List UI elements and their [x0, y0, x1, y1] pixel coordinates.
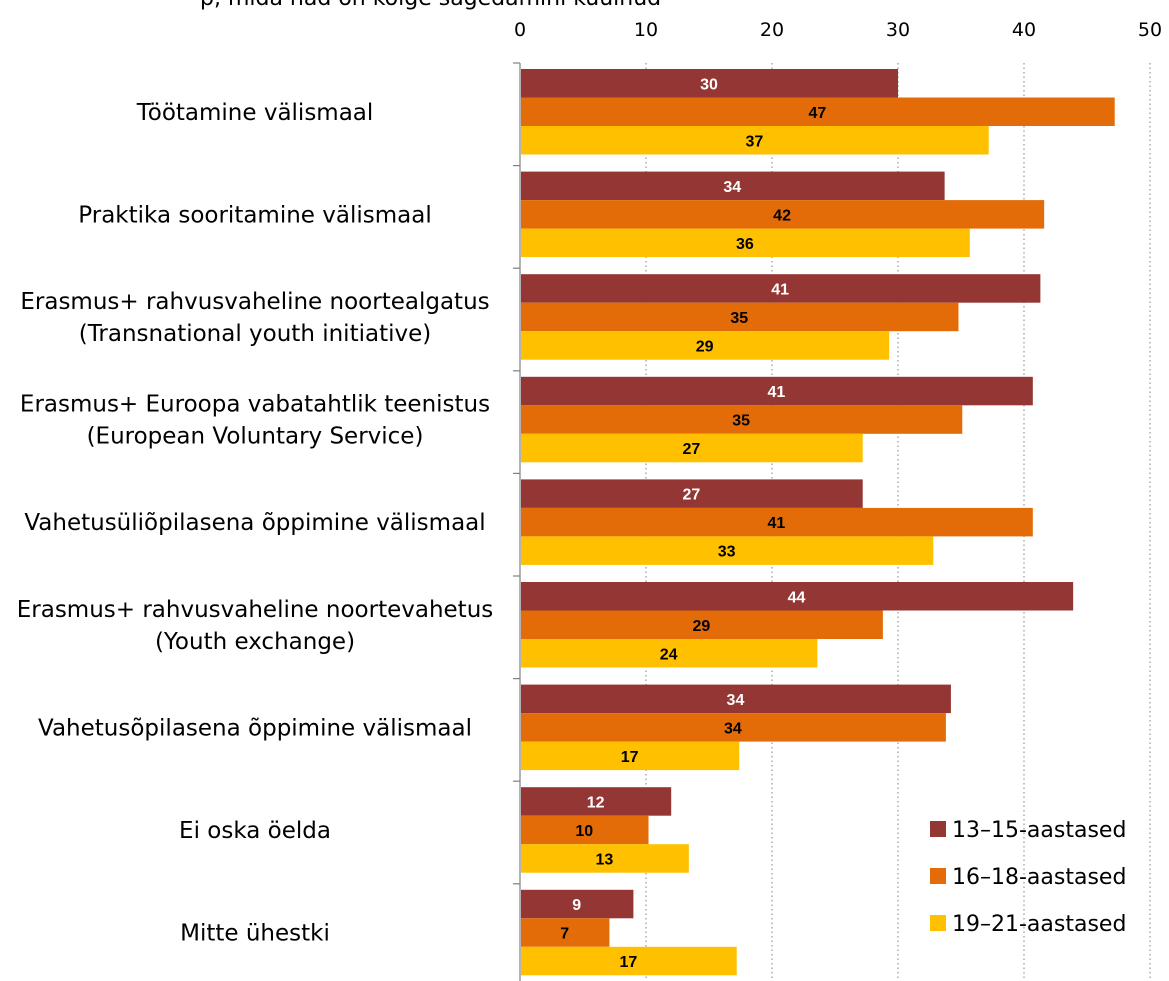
- data-label: 30: [700, 76, 718, 93]
- legend-label: 19–21-aastased: [952, 912, 1126, 937]
- x-tick-label: 30: [886, 19, 910, 41]
- bar: [521, 610, 883, 639]
- bar: [521, 639, 818, 668]
- data-label: 34: [724, 720, 742, 737]
- bar: [521, 889, 634, 919]
- x-tick-label: 20: [760, 19, 784, 41]
- category-label: (European Voluntary Service): [87, 424, 424, 450]
- bar: [521, 918, 610, 947]
- legend-label: 16–18-aastased: [952, 865, 1126, 890]
- bars: [521, 69, 1115, 976]
- data-label: 41: [768, 384, 786, 401]
- bar: [521, 331, 890, 360]
- bar: [521, 302, 959, 332]
- category-label: Erasmus+ Euroopa vabatahtlik teenistus: [20, 392, 490, 418]
- category-label: (Transnational youth initiative): [79, 321, 431, 347]
- bar: [521, 536, 934, 565]
- legend: 13–15-aastased 16–18-aastased 19–21-aastas…: [930, 818, 1126, 937]
- bar: [521, 69, 898, 98]
- bar: [521, 507, 1033, 537]
- data-label: 37: [745, 133, 763, 150]
- legend-swatch: [930, 821, 946, 837]
- data-label: 7: [560, 926, 569, 943]
- category-labels: Töötamine välismaal Praktika sooritamine …: [17, 100, 494, 947]
- bar: [521, 946, 737, 976]
- data-label: 41: [768, 515, 786, 532]
- category-label: Vahetusüliõpilasena õppimine välismaal: [24, 510, 485, 536]
- bar: [521, 741, 740, 771]
- category-label: Ei oska öelda: [179, 818, 331, 844]
- data-label: 24: [660, 646, 678, 663]
- category-label: Töötamine välismaal: [136, 100, 374, 126]
- legend-swatch: [930, 915, 946, 931]
- data-label: 9: [572, 897, 581, 914]
- data-label: 29: [693, 618, 711, 635]
- category-label: Vahetusõpilasena õppimine välismaal: [38, 715, 472, 741]
- data-label: 17: [619, 954, 637, 971]
- data-label: 41: [771, 281, 789, 298]
- data-label: 44: [788, 589, 806, 606]
- data-label: 34: [727, 692, 745, 709]
- data-label: 35: [730, 310, 748, 327]
- data-label: 29: [696, 338, 714, 355]
- bar: [521, 433, 863, 463]
- x-tick-label: 40: [1012, 19, 1036, 41]
- data-label: 35: [732, 413, 750, 430]
- bar: [521, 815, 649, 845]
- data-label: 47: [808, 105, 826, 122]
- data-label: 27: [682, 487, 700, 504]
- bar: [521, 684, 951, 714]
- bar: [521, 405, 963, 434]
- data-label: 42: [773, 207, 791, 224]
- data-label: 17: [621, 749, 639, 766]
- data-label: 36: [736, 236, 754, 253]
- bar: [521, 479, 863, 508]
- category-label: Erasmus+ rahvusvaheline noortealgatus: [20, 289, 489, 315]
- header-fragment: p, mida nad on kõige sagedamini kuulnud: [200, 0, 661, 11]
- category-label: (Youth exchange): [155, 629, 355, 655]
- data-label: 33: [718, 544, 736, 561]
- bar: [521, 171, 945, 201]
- legend-swatch: [930, 868, 946, 884]
- category-label: Erasmus+ rahvusvaheline noortevahetus: [17, 597, 494, 623]
- category-label: Praktika sooritamine välismaal: [78, 202, 431, 228]
- data-label: 34: [723, 179, 741, 196]
- x-tick-label: 50: [1138, 19, 1162, 41]
- bar: [521, 126, 989, 155]
- bar: [521, 97, 1115, 126]
- bar: [521, 376, 1033, 406]
- data-label: 13: [596, 851, 614, 868]
- bar: [521, 713, 946, 742]
- data-label: 12: [587, 794, 605, 811]
- data-label: 10: [575, 823, 593, 840]
- bar: [521, 844, 689, 873]
- bar: [521, 200, 1045, 229]
- bar: [521, 274, 1041, 303]
- x-tick-label: 0: [514, 19, 526, 41]
- data-labels: 30 47 37 34 42 36 41 35 29 41 35 27 27 41 33 44 29 24 34 34…: [560, 76, 826, 971]
- x-tick-label: 10: [634, 19, 658, 41]
- axes: 0 10 20 30 40 50: [513, 19, 1162, 981]
- bar: [521, 787, 672, 816]
- category-label: Mitte ühestki: [180, 921, 330, 947]
- bar: [521, 228, 970, 258]
- bar: [521, 582, 1074, 611]
- data-label: 27: [682, 441, 700, 458]
- legend-label: 13–15-aastased: [952, 818, 1126, 843]
